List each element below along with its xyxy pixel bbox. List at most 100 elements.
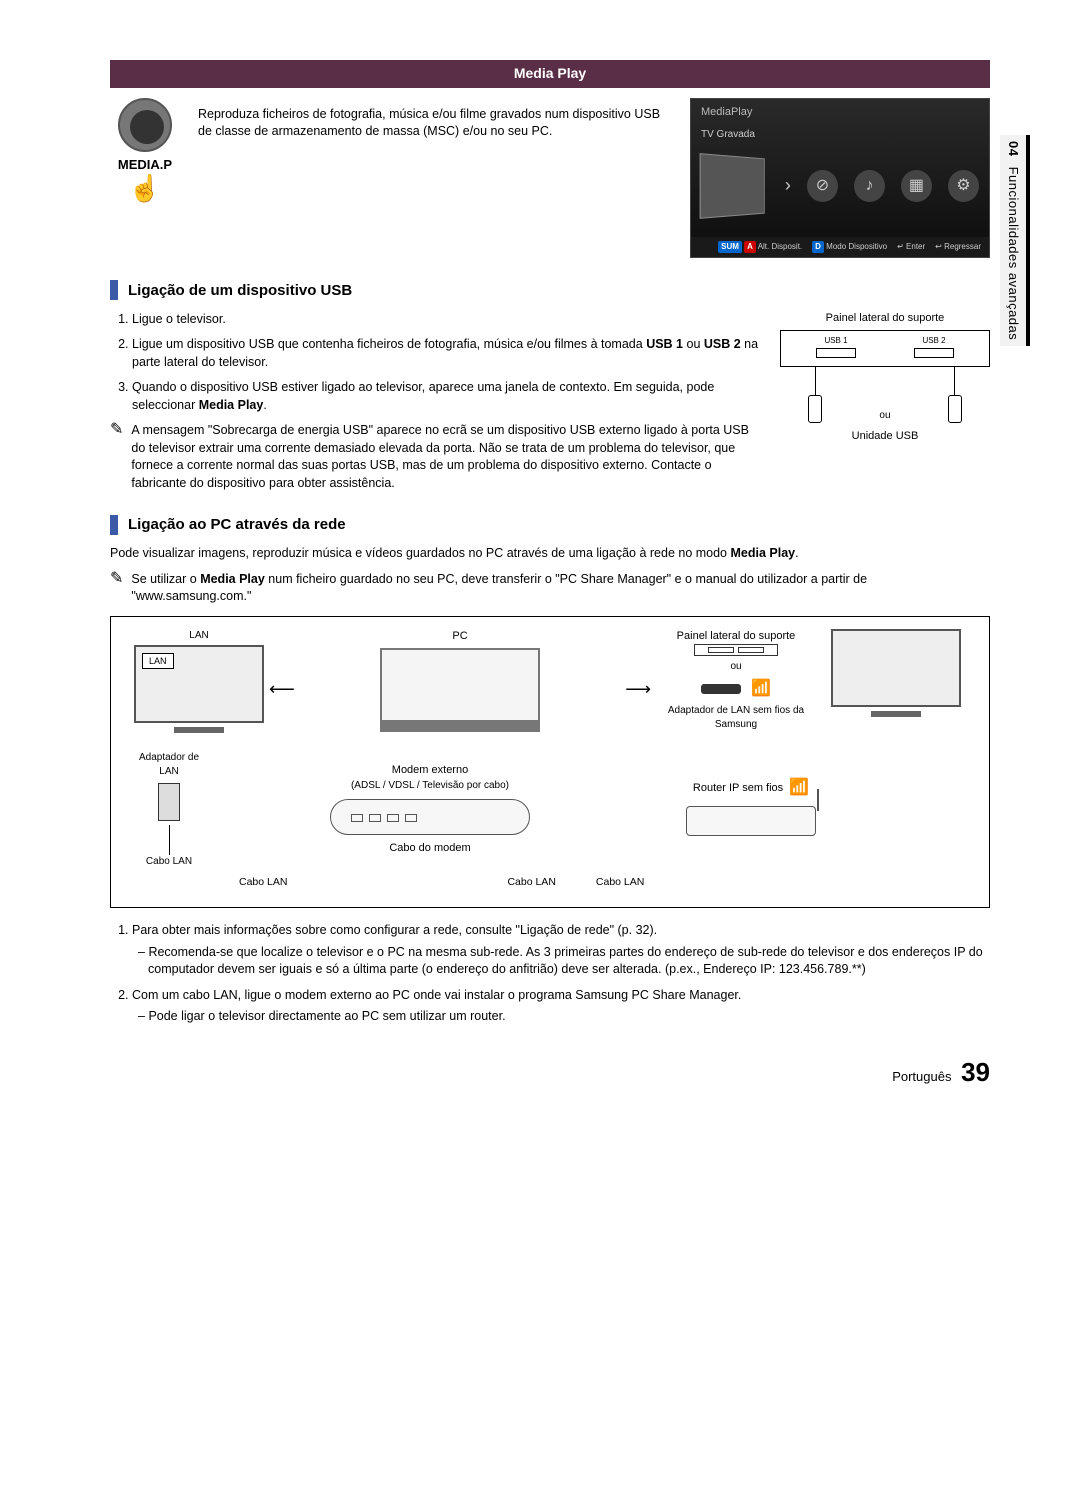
usb-unit-label: Unidade USB [780,429,990,444]
usb-note-text: A mensagem "Sobrecarga de energia USB" a… [131,422,760,492]
lan-adapter-label: Adaptador de LAN [129,751,209,779]
lan-adapter-icon [158,783,180,821]
music-icon: ♪ [854,170,885,202]
list-item: Com um cabo LAN, ligue o modem externo a… [132,987,990,1026]
usb-port-2: USB 2 [904,335,964,358]
heading-bar [110,515,118,535]
tv-screen-right [831,629,961,707]
modem-icon [330,799,530,835]
cabo-lan-b2: Cabo LAN [507,875,555,890]
intro-row: MEDIA.P ☝ Reproduza ficheiros de fotogra… [110,98,990,258]
usb-stick-1 [808,367,822,423]
tv-sub: TV Gravada [691,126,989,148]
list-item: Ligue um dispositivo USB que contenha fi… [132,336,760,371]
footer-lang: Português [892,1069,951,1084]
tv-left: LAN LAN [129,629,269,733]
router-area: Router IP sem fios 📶 [651,777,851,841]
section-banner: Media Play [110,60,990,88]
modem-area: Modem externo (ADSL / VDSL / Televisão p… [209,763,651,856]
a-pill: A [744,241,756,252]
panel-title: Painel lateral do suporte [780,311,990,326]
enter-label: Enter [906,242,925,251]
port1-slot [816,348,856,358]
wireless-icon: 📶 [789,777,809,799]
cabo-modem: Cabo do modem [209,841,651,856]
tv-screen-left: LAN [134,645,264,723]
lan-adapter-col: Adaptador de LAN Cabo LAN [129,751,209,869]
net-heading-text: Ligação ao PC através da rede [128,514,346,535]
usb-heading-text: Ligação de um dispositivo USB [128,280,352,301]
tv-header: MediaPlay [691,99,989,126]
usb-port-1: USB 1 [806,335,866,358]
list-item: Quando o dispositivo USB estiver ligado … [132,379,760,414]
net-intro: Pode visualizar imagens, reproduzir músi… [110,545,990,563]
usb-row: Ligue o televisor. Ligue um dispositivo U… [110,311,990,493]
chapter-number: 04 [1006,141,1021,156]
net-heading: Ligação ao PC através da rede [110,514,990,535]
hand-icon: ☝ [129,170,161,206]
ou-label: ou [879,409,890,423]
router-label: Router IP sem fios [693,781,783,796]
small-panel [694,644,778,656]
arrow-right-icon: ⟶ [625,677,651,702]
wlan-adapter-icon [701,684,741,694]
usb-steps: Ligue o televisor. Ligue um dispositivo U… [110,311,760,415]
list-item: Ligue o televisor. [132,311,760,329]
cabo-lan-1: Cabo LAN [129,855,209,869]
a-label: Alt. Disposit. [758,242,802,251]
panel-box: USB 1 USB 2 [780,330,990,367]
note-icon: ✎ [110,422,123,492]
remote-button-icon [118,98,172,152]
wlan-adapter-label: Adaptador de LAN sem fios da Samsung [651,704,821,732]
tv-right [821,629,971,717]
router-icon [686,806,816,836]
photo-icon: ▦ [901,170,932,202]
tv-preview: MediaPlay TV Gravada › ⊘ ♪ ▦ ⚙ SUM A Alt… [690,98,990,258]
back-icon: ↩ [935,242,942,251]
heading-bar [110,280,118,300]
lan-tag: LAN [142,653,174,670]
bottom-cable-labels: Cabo LAN Cabo LAN Cabo LAN [129,875,971,890]
page-footer: Português 39 [110,1054,990,1090]
port1-label: USB 1 [806,335,866,346]
pc-label: PC [269,629,651,644]
laptop-icon [380,648,540,732]
chapter-label: Funcionalidades avançadas [1006,167,1021,341]
list-item: Para obter mais informações sobre como c… [132,922,990,979]
sublist-item: Recomenda-se que localize o televisor e … [132,944,990,979]
pc-col: PC ⟵ ⟶ [269,629,651,732]
network-diagram: LAN LAN PC ⟵ ⟶ Painel lateral do suporte… [110,616,990,909]
sublist-item: Pode ligar o televisor directamente ao P… [132,1008,990,1026]
cabo-lan-b1: Cabo LAN [239,875,287,890]
ou-label-net: ou [651,660,821,674]
arrow-left-icon: ⟵ [269,677,295,702]
remote-illustration: MEDIA.P ☝ [110,98,180,258]
d-pill: D [812,241,824,252]
modem-sub: (ADSL / VDSL / Televisão por cabo) [209,779,651,793]
modem-label: Modem externo [209,763,651,778]
d-label: Modo Dispositivo [826,242,887,251]
tv-bottom-bar: SUM A Alt. Disposit. D Modo Dispositivo … [691,237,989,256]
video-icon: ⊘ [807,170,838,202]
usb-heading: Ligação de um dispositivo USB [110,280,990,301]
tv-thumbs: › ⊘ ♪ ▦ ⚙ [691,148,989,224]
tv-thumb [700,153,765,219]
intro-text: Reproduza ficheiros de fotografia, músic… [198,98,672,258]
settings-icon: ⚙ [948,170,979,202]
sum-pill: SUM [718,241,742,252]
usb-text-col: Ligue o televisor. Ligue um dispositivo U… [110,311,760,493]
net-note: ✎ Se utilizar o Media Play num ficheiro … [110,571,990,606]
panel-usb-col: Painel lateral do suporte ou 📶 Adaptador… [651,629,821,733]
back-label: Regressar [944,242,981,251]
usb-stick-2 [948,367,962,423]
enter-icon: ↵ [897,242,904,251]
lan-label: LAN [129,629,269,643]
usb-stick-row: ou [780,367,990,423]
wireless-icon: 📶 [751,678,771,700]
usb-diagram: Painel lateral do suporte USB 1 USB 2 ou… [780,311,990,493]
net-note-text: Se utilizar o Media Play num ficheiro gu… [131,571,990,606]
footer-page: 39 [961,1057,990,1087]
chapter-tab: 04 Funcionalidades avançadas [1000,135,1030,346]
note-icon: ✎ [110,571,123,606]
panel-label: Painel lateral do suporte [651,629,821,644]
